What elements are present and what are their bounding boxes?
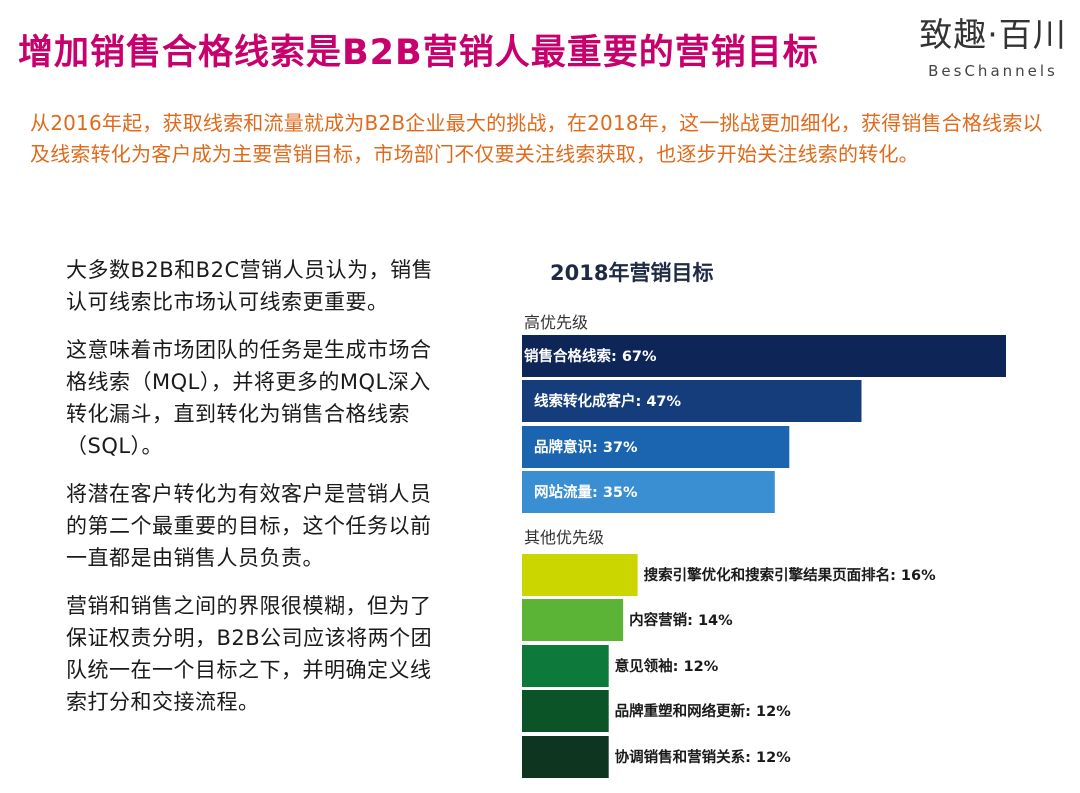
- intro-paragraph: 从2016年起，获取线索和流量就成为B2B企业最大的挑战，在2018年，这一挑战…: [30, 111, 1043, 166]
- brand-logo: 致趣·百川 BesChannels: [912, 6, 1074, 82]
- bar-1-1: [522, 599, 624, 641]
- body-paragraph-2: 这意味着市场团队的任务是生成市场合格线索（MQL），并将更多的MQL深入转化漏斗…: [66, 338, 432, 458]
- bar-label-1-3: 品牌重塑和网络更新: 12%: [615, 702, 792, 720]
- body-paragraph-1: 大多数B2B和B2C营销人员认为，销售认可线索比市场认可线索更重要。: [66, 258, 434, 314]
- bar-1-3: [522, 690, 609, 732]
- bar-label-1-2: 意见领袖: 12%: [615, 657, 719, 675]
- bar-0-2: [522, 426, 790, 468]
- body-text-column: 大多数B2B和B2C营销人员认为，销售认可线索比市场认可线索更重要。 这意味着市…: [66, 254, 446, 734]
- marketing-goals-chart: 2018年营销目标 高优先级 其他优先级 销售合格线索: 67% 线索转化成客户:…: [522, 261, 1006, 778]
- bar-label-0-1: 线索转化成客户: 47%: [534, 392, 682, 410]
- bar-label-0-0: 销售合格线索: 67%: [524, 347, 657, 365]
- bar-label-0-3: 网站流量: 35%: [534, 483, 638, 501]
- chart-bars: 销售合格线索: 67% 线索转化成客户: 47% 品牌意识: 37% 网站流量: 35…: [522, 335, 1006, 778]
- group-label-other-priority: 其他优先级: [524, 528, 604, 547]
- body-paragraph-4: 营销和销售之间的界限很模糊，但为了保证权责分明，B2B公司应该将两个团队统一在一…: [66, 594, 433, 714]
- logo-english-text: BesChannels: [928, 62, 1058, 80]
- group-label-high-priority: 高优先级: [524, 313, 588, 332]
- logo-chinese-text: 致趣·百川: [919, 15, 1067, 54]
- page-title: 增加销售合格线索是B2B营销人最重要的营销目标: [18, 33, 819, 73]
- bar-0-0: [522, 335, 1006, 377]
- bar-0-1: [522, 380, 862, 422]
- bar-0-3: [522, 471, 775, 513]
- bar-1-0: [522, 554, 638, 596]
- bar-label-1-0: 搜索引擎优化和搜索引擎结果页面排名: 16%: [644, 566, 937, 584]
- bar-1-4: [522, 736, 609, 778]
- bar-label-1-1: 内容营销: 14%: [629, 611, 733, 629]
- bar-1-2: [522, 645, 609, 687]
- bar-label-1-4: 协调销售和营销关系: 12%: [615, 748, 792, 766]
- body-paragraph-3: 将潜在客户转化为有效客户是营销人员的第二个最重要的目标，这个任务以前一直都是由销…: [66, 482, 432, 570]
- bar-label-0-2: 品牌意识: 37%: [534, 438, 638, 456]
- chart-title: 2018年营销目标: [550, 261, 713, 285]
